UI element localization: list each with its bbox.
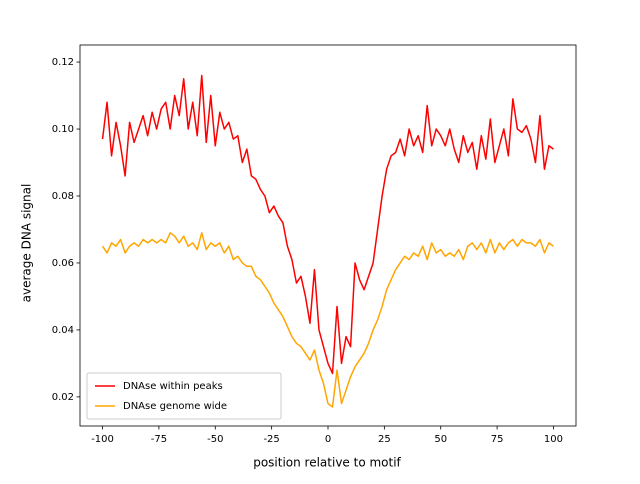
x-tick-label: 0 — [325, 434, 331, 445]
x-tick-label: -100 — [91, 434, 114, 445]
y-tick-label: 0.08 — [52, 191, 74, 202]
y-tick-label: 0.12 — [52, 57, 74, 68]
x-tick-label: -75 — [151, 434, 167, 445]
x-tick-label: 100 — [544, 434, 563, 445]
x-axis-label: position relative to motif — [253, 456, 401, 470]
x-tick-label: -25 — [263, 434, 279, 445]
legend-label: DNAse genome wide — [123, 401, 227, 412]
x-tick-label: 50 — [434, 434, 447, 445]
plot-frame — [79, 44, 577, 427]
y-axis-label: average DNA signal — [20, 184, 34, 303]
data-line — [101, 74, 554, 375]
y-tick-label: 0.10 — [52, 124, 74, 135]
y-tick-label: 0.04 — [52, 325, 74, 336]
y-tick-label: 0.06 — [52, 258, 74, 269]
data-line — [101, 232, 554, 408]
legend: DNAse within peaks DNAse genome wide — [86, 372, 282, 420]
x-tick-label: 25 — [378, 434, 391, 445]
legend-label: DNAse within peaks — [123, 381, 223, 392]
x-tick-label: -50 — [207, 434, 223, 445]
y-tick-label: 0.02 — [52, 392, 74, 403]
x-tick-label: 75 — [491, 434, 504, 445]
legend-box — [86, 372, 282, 420]
